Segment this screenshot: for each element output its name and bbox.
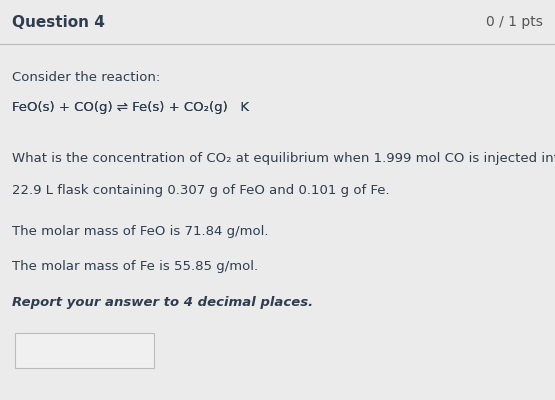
Text: The molar mass of Fe is 55.85 g/mol.: The molar mass of Fe is 55.85 g/mol.: [12, 260, 258, 273]
Text: Consider the reaction:: Consider the reaction:: [12, 71, 160, 84]
Text: Report your answer to 4 decimal places.: Report your answer to 4 decimal places.: [12, 296, 314, 308]
Text: FeO(s) + CO(g) ⇌ Fe(s) + CO₂(g)   K: FeO(s) + CO(g) ⇌ Fe(s) + CO₂(g) K: [12, 102, 249, 114]
Text: Question 4: Question 4: [12, 14, 105, 30]
Text: What is the concentration of CO₂ at equilibrium when 1.999 mol CO is injected in: What is the concentration of CO₂ at equi…: [12, 152, 555, 165]
Text: 0 / 1 pts: 0 / 1 pts: [486, 15, 543, 29]
Text: 22.9 L flask containing 0.307 g of FeO and 0.101 g of Fe.: 22.9 L flask containing 0.307 g of FeO a…: [12, 184, 390, 197]
FancyBboxPatch shape: [15, 333, 154, 368]
Text: FeO(s) + CO(g) ⇌ Fe(s) + CO₂(g)   K: FeO(s) + CO(g) ⇌ Fe(s) + CO₂(g) K: [12, 102, 249, 114]
Text: The molar mass of FeO is 71.84 g/mol.: The molar mass of FeO is 71.84 g/mol.: [12, 225, 269, 238]
